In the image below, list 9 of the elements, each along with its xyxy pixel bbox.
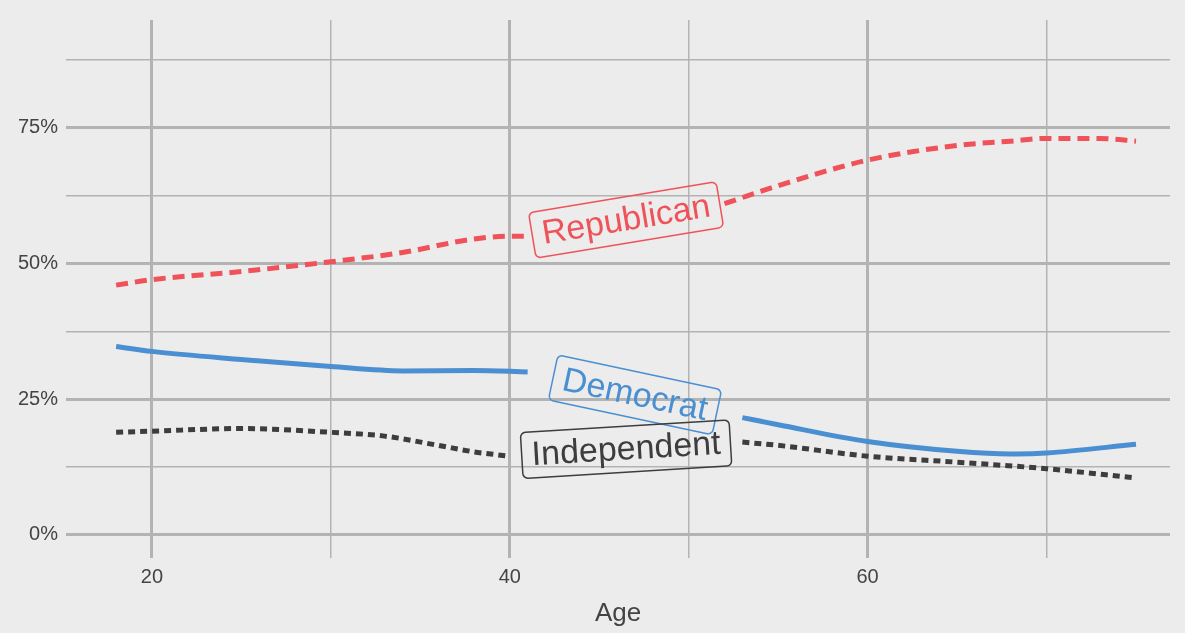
y-tick-label: 75% [18, 115, 59, 138]
x-tick-label: 40 [498, 565, 521, 588]
x-tick-label: 60 [856, 565, 879, 588]
y-tick-label: 0% [29, 522, 59, 545]
x-tick-label: 20 [140, 565, 164, 588]
text: Republican [538, 185, 713, 251]
x-axis-title: Age [594, 596, 642, 627]
y-tick-label: 25% [18, 386, 59, 409]
y-tick-label: 50% [18, 250, 59, 273]
